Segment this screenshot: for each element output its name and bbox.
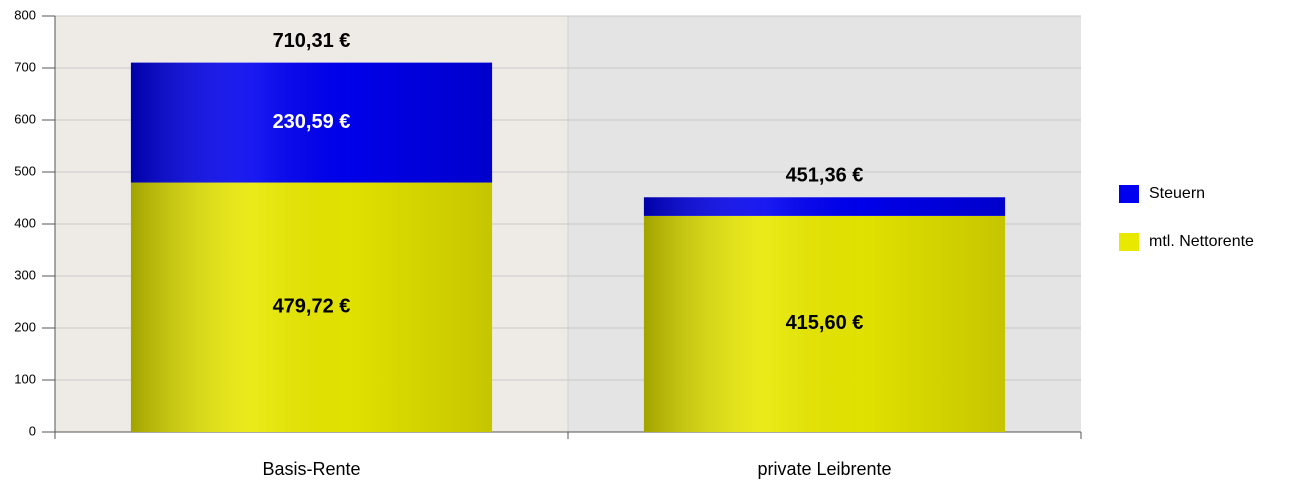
value-label: 479,72 €	[273, 296, 351, 318]
y-tick-label: 400	[14, 215, 36, 230]
total-label: 451,36 €	[786, 165, 864, 187]
value-label: 415,60 €	[786, 312, 864, 334]
y-tick-label: 200	[14, 319, 36, 334]
value-label: 230,59 €	[273, 111, 351, 133]
y-tick-label: 600	[14, 111, 36, 126]
y-tick-label: 500	[14, 163, 36, 178]
y-tick-label: 0	[29, 423, 36, 438]
y-tick-label: 700	[14, 59, 36, 74]
bar-shade	[643, 197, 1006, 216]
y-tick-label: 100	[14, 371, 36, 386]
bar-shade	[643, 215, 1006, 432]
bar-shade	[130, 182, 493, 432]
total-label: 710,31 €	[273, 30, 351, 52]
legend-label: mtl. Nettorente	[1149, 233, 1254, 250]
legend-swatch	[1119, 233, 1139, 251]
y-tick-label: 300	[14, 267, 36, 282]
x-tick-label: Basis-Rente	[262, 459, 360, 479]
legend-label: Steuern	[1149, 185, 1205, 202]
bar-shade	[130, 62, 493, 183]
legend-swatch	[1119, 185, 1139, 203]
x-tick-label: private Leibrente	[757, 459, 891, 479]
y-tick-label: 800	[14, 7, 36, 22]
